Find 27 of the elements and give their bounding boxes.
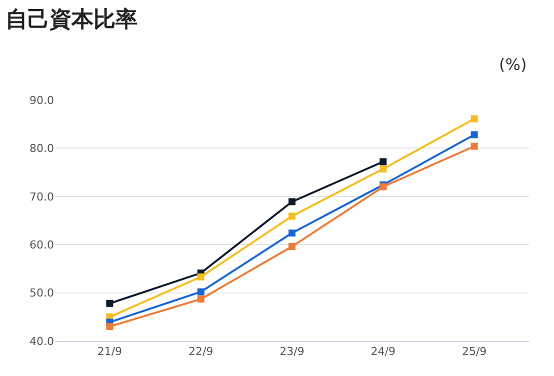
x-tick-label: 21/9: [97, 345, 122, 358]
point: [197, 288, 204, 296]
point: [197, 296, 204, 303]
y-tick-label: 80.0: [30, 142, 54, 156]
point: [288, 198, 296, 206]
chart-title: 自己資本比率: [6, 6, 138, 33]
x-tick-label: 25/9: [462, 345, 487, 358]
y-tick-label: 90.0: [30, 94, 54, 107]
point: [470, 142, 478, 150]
point: [380, 165, 387, 172]
point: [288, 212, 296, 220]
point: [106, 323, 114, 330]
text: (%): [499, 55, 527, 74]
point: [197, 273, 204, 280]
x-tick-label: 22/9: [188, 345, 214, 358]
y-tick-label: 50.0: [30, 286, 54, 300]
x-tick-label: 23/9: [280, 345, 304, 358]
y-tick-label: 60.0: [30, 238, 54, 252]
x-tick-label: 24/9: [370, 345, 396, 358]
point: [288, 243, 296, 250]
point: [470, 115, 478, 122]
point: [106, 300, 114, 307]
point: [470, 131, 478, 138]
y-tick-label: 40.0: [30, 334, 54, 348]
point: [288, 230, 296, 237]
y-tick-label: 70.0: [30, 190, 54, 204]
point: [380, 158, 387, 166]
